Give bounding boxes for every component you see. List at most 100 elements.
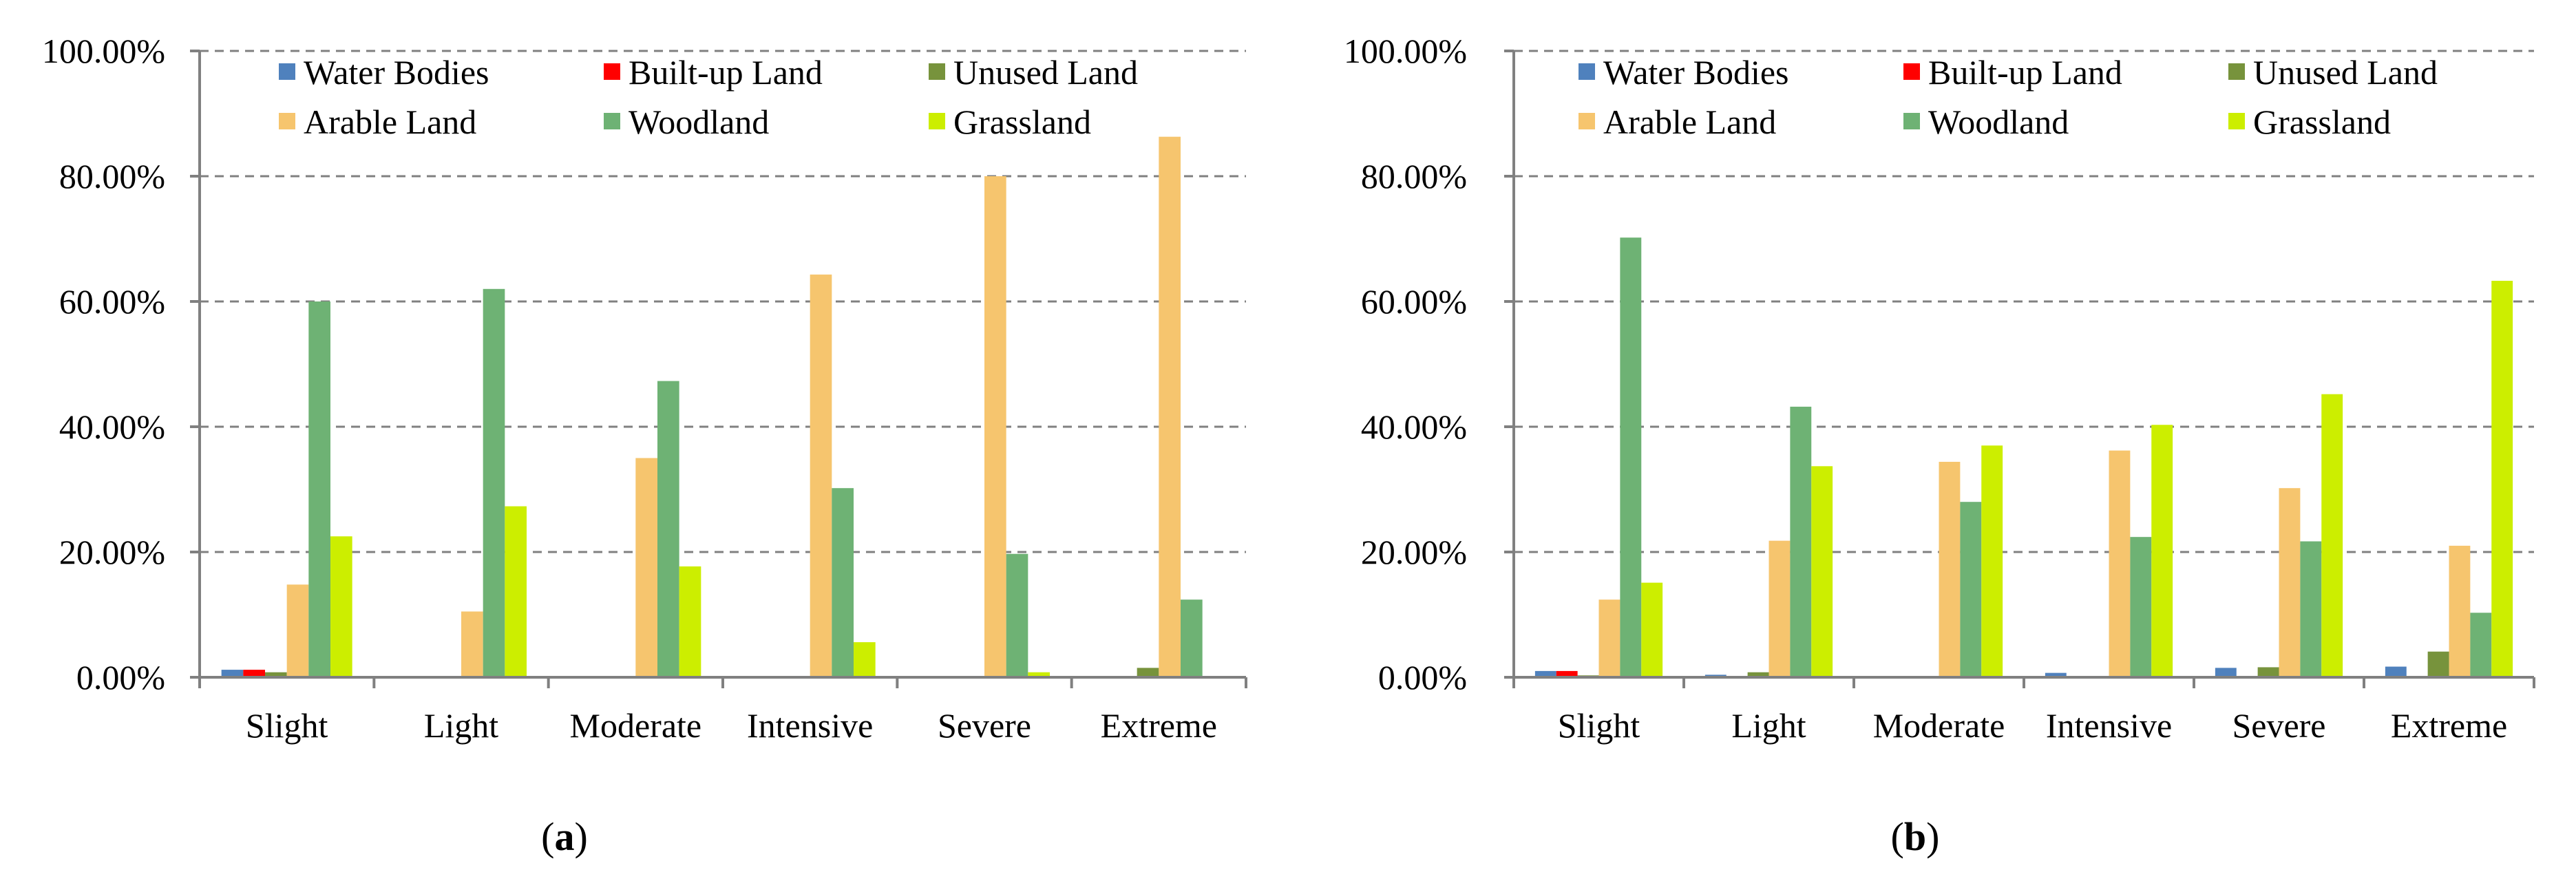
- caption-open-paren-b: (: [1891, 814, 1904, 859]
- legend-swatch-a-unused-land: [929, 63, 945, 80]
- bar-b-woodland-intensive: [2130, 537, 2152, 677]
- bar-a-woodland-severe: [1006, 553, 1028, 677]
- panel-caption-b: (b): [1891, 814, 1940, 859]
- legend-swatch-a-built-up-land: [604, 63, 620, 80]
- legend-swatch-b-water-bodies: [1579, 63, 1595, 80]
- caption-close-paren-a: ): [575, 814, 588, 859]
- x-tick-label-a-slight: Slight: [246, 706, 328, 745]
- bar-a-woodland-slight: [308, 301, 330, 677]
- legend-label-b-water-bodies: Water Bodies: [1603, 53, 1789, 92]
- y-tick-label-b-3: 60.00%: [1361, 282, 1467, 321]
- x-tick-label-b-light: Light: [1731, 706, 1806, 745]
- bar-a-woodland-light: [483, 288, 505, 677]
- caption-open-paren-a: (: [541, 814, 554, 859]
- caption-letter-a: a: [555, 814, 575, 859]
- legend-label-b-woodland: Woodland: [1928, 103, 2069, 141]
- bar-b-grassland-slight: [1641, 582, 1663, 677]
- legend-label-b-built-up-land: Built-up Land: [1928, 53, 2122, 92]
- x-tick-label-a-light: Light: [424, 706, 498, 745]
- bar-b-unused-land-severe: [2257, 667, 2279, 677]
- bar-b-arable-land-slight: [1598, 599, 1620, 677]
- bar-a-arable-land-intensive: [810, 274, 832, 677]
- x-tick-label-a-moderate: Moderate: [570, 706, 702, 745]
- y-tick-label-a-3: 60.00%: [59, 282, 165, 321]
- caption-letter-b: b: [1904, 814, 1926, 859]
- y-tick-label-b-1: 20.00%: [1361, 533, 1467, 571]
- bar-a-woodland-intensive: [832, 488, 854, 677]
- bar-a-arable-land-slight: [286, 584, 309, 677]
- bar-a-grassland-slight: [330, 536, 352, 677]
- bar-a-arable-land-severe: [984, 176, 1006, 677]
- bar-b-grassland-extreme: [2491, 280, 2513, 678]
- caption-close-paren-b: ): [1926, 814, 1939, 859]
- legend-label-b-arable-land: Arable Land: [1603, 103, 1776, 141]
- y-tick-label-b-2: 40.00%: [1361, 407, 1467, 446]
- bar-b-arable-land-light: [1769, 540, 1791, 677]
- legend-swatch-a-woodland: [604, 113, 620, 129]
- legend-b: Water Bodies Built-up Land Unused Land Arab…: [1579, 53, 2438, 141]
- legend-swatch-b-unused-land: [2228, 63, 2245, 80]
- bar-b-unused-land-extreme: [2427, 651, 2449, 677]
- y-tick-label-a-5: 100.00%: [42, 32, 165, 70]
- bar-a-water-bodies-slight: [221, 670, 244, 677]
- bar-b-grassland-moderate: [1981, 445, 2003, 677]
- legend-label-a-arable-land: Arable Land: [304, 103, 476, 141]
- chart-panel-b: 0.00% 20.00% 40.00% 60.00% 80.00% 100.00% Slig…: [1288, 0, 2576, 881]
- y-tick-label-a-4: 80.00%: [59, 157, 165, 195]
- bar-b-woodland-extreme: [2470, 613, 2492, 677]
- bar-b-water-bodies-extreme: [2385, 666, 2407, 677]
- bar-a-arable-land-light: [461, 611, 483, 677]
- y-tick-label-a-0: 0.00%: [76, 658, 165, 697]
- bar-b-arable-land-moderate: [1939, 461, 1961, 677]
- legend-swatch-a-grassland: [929, 113, 945, 129]
- bar-b-woodland-light: [1790, 406, 1812, 677]
- y-tick-label-b-5: 100.00%: [1344, 32, 1467, 70]
- bar-a-arable-land-extreme: [1159, 136, 1181, 678]
- y-tick-label-a-2: 40.00%: [59, 407, 165, 446]
- bar-a-unused-land-extreme: [1137, 668, 1159, 677]
- bar-b-arable-land-severe: [2279, 488, 2301, 677]
- bar-b-woodland-moderate: [1960, 502, 1982, 677]
- chart-b-svg: 0.00% 20.00% 40.00% 60.00% 80.00% 100.00% Slig…: [1344, 32, 2535, 859]
- bar-a-woodland-extreme: [1181, 599, 1203, 677]
- bar-a-built-up-land-slight: [243, 670, 265, 677]
- legend-label-a-built-up-land: Built-up Land: [629, 53, 823, 92]
- bar-b-arable-land-extreme: [2449, 545, 2471, 677]
- legend-swatch-b-arable-land: [1579, 113, 1595, 129]
- x-tick-label-b-intensive: Intensive: [2046, 706, 2172, 745]
- bar-b-water-bodies-intensive: [2045, 672, 2067, 677]
- bar-a-grassland-severe: [1028, 672, 1050, 677]
- x-tick-label-b-slight: Slight: [1558, 706, 1640, 745]
- legend-swatch-a-arable-land: [279, 113, 295, 129]
- y-tick-label-b-0: 0.00%: [1378, 658, 1467, 697]
- y-tick-label-b-4: 80.00%: [1361, 157, 1467, 195]
- legend-label-b-unused-land: Unused Land: [2253, 53, 2438, 92]
- legend-label-b-grassland: Grassland: [2253, 103, 2391, 141]
- bar-b-woodland-slight: [1620, 237, 1642, 677]
- chart-panel-a: 0.00% 20.00% 40.00% 60.00% 80.00% 100.00% Slig…: [42, 32, 1247, 859]
- bar-a-woodland-moderate: [657, 381, 679, 677]
- bar-b-woodland-severe: [2300, 541, 2322, 677]
- panel-caption-a: (a): [541, 814, 588, 859]
- legend-label-a-grassland: Grassland: [953, 103, 1091, 141]
- bar-b-grassland-intensive: [2151, 425, 2173, 677]
- bar-a-unused-land-slight: [265, 672, 287, 677]
- legend-label-a-water-bodies: Water Bodies: [304, 53, 489, 92]
- legend-swatch-b-built-up-land: [1903, 63, 1920, 80]
- legend-a: Water Bodies Built-up Land Unused Land Arab…: [279, 53, 1138, 141]
- x-tick-label-a-extreme: Extreme: [1101, 706, 1217, 745]
- x-tick-label-b-moderate: Moderate: [1873, 706, 2005, 745]
- chart-a-svg: 0.00% 20.00% 40.00% 60.00% 80.00% 100.00% Slig…: [42, 32, 1247, 859]
- legend-swatch-a-water-bodies: [279, 63, 295, 80]
- legend-swatch-b-grassland: [2228, 113, 2245, 129]
- bar-a-grassland-intensive: [854, 642, 876, 677]
- bar-b-built-up-land-slight: [1556, 670, 1578, 677]
- x-tick-label-a-intensive: Intensive: [747, 706, 873, 745]
- x-tick-label-b-extreme: Extreme: [2391, 706, 2507, 745]
- bar-a-arable-land-moderate: [635, 458, 657, 677]
- bar-b-grassland-light: [1811, 466, 1833, 677]
- legend-label-a-woodland: Woodland: [629, 103, 769, 141]
- bar-a-grassland-moderate: [679, 566, 701, 677]
- legend-label-a-unused-land: Unused Land: [953, 53, 1138, 92]
- bar-b-grassland-severe: [2321, 394, 2343, 677]
